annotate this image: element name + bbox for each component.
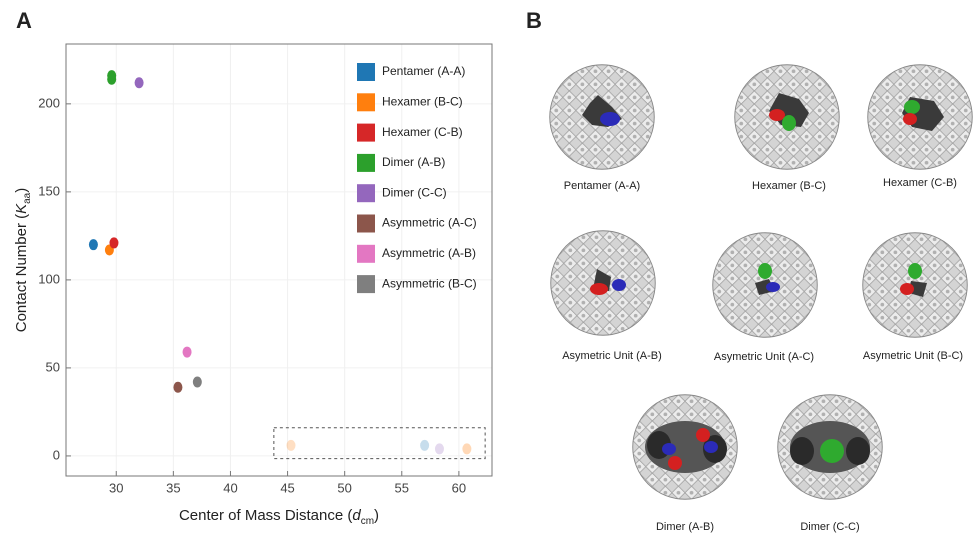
label-part: Contact Number ( xyxy=(13,214,30,332)
legend-swatch xyxy=(357,63,375,81)
legend-swatch xyxy=(357,153,375,172)
image-label: Hexamer (C-B) xyxy=(883,177,957,189)
legend-label: Dimer (C-C) xyxy=(382,185,447,199)
capsid xyxy=(862,232,968,338)
plot-area: 30 35 40 45 50 55 60 0 50 100 150 200 Pentamer (A-A)… xyxy=(13,43,493,527)
legend-swatch xyxy=(357,123,375,142)
legend-swatch xyxy=(357,93,375,112)
image-label: Asymetric Unit (A-B) xyxy=(562,350,662,362)
capsid xyxy=(777,394,883,500)
legend-swatch xyxy=(357,214,375,233)
capsid xyxy=(712,232,818,338)
data-point xyxy=(434,443,444,455)
y-tick-label: 150 xyxy=(38,183,60,198)
y-tick-label: 100 xyxy=(38,271,60,286)
capsid xyxy=(632,394,738,500)
capsid xyxy=(734,64,840,170)
data-point xyxy=(134,77,144,89)
highlight-box xyxy=(273,427,486,460)
data-point xyxy=(462,443,472,455)
label-part: ) xyxy=(13,188,30,193)
data-point xyxy=(88,239,98,251)
label-part: d xyxy=(352,507,361,524)
label-part: aa xyxy=(22,192,33,204)
label-part: ) xyxy=(374,507,379,524)
label-part: Center of Mass Distance ( xyxy=(179,507,352,524)
legend-label: Asymmetric (A-C) xyxy=(382,216,477,230)
x-tick-label: 45 xyxy=(280,480,294,495)
y-tick-label: 50 xyxy=(46,359,60,374)
image-label: Dimer (A-B) xyxy=(656,521,714,533)
legend-label: Hexamer (C-B) xyxy=(382,125,463,139)
image-label: Asymetric Unit (B-C) xyxy=(863,350,963,362)
y-tick-label: 0 xyxy=(53,447,60,462)
panel-label: A xyxy=(16,8,32,33)
legend-swatch xyxy=(357,184,375,203)
data-point xyxy=(192,376,202,388)
data-point xyxy=(286,439,296,451)
axes-frame xyxy=(65,43,493,477)
y-tick-label: 200 xyxy=(38,95,60,110)
image-label: Pentamer (A-A) xyxy=(564,180,640,192)
x-tick-label: 35 xyxy=(166,480,180,495)
capsid xyxy=(550,230,656,336)
data-point xyxy=(420,439,430,451)
data-point xyxy=(173,381,183,393)
image-label: Hexamer (B-C) xyxy=(752,180,826,192)
legend-label: Hexamer (B-C) xyxy=(382,94,463,108)
legend-label: Pentamer (A-A) xyxy=(382,64,465,78)
capsid-images xyxy=(549,64,973,500)
x-tick-label: 50 xyxy=(337,480,351,495)
x-tick-label: 40 xyxy=(223,480,237,495)
image-label: Dimer (C-C) xyxy=(800,521,859,533)
legend-swatch xyxy=(357,244,375,263)
label-part: K xyxy=(13,203,30,214)
legend-label: Dimer (A-B) xyxy=(382,155,445,169)
panel-label: B xyxy=(526,8,542,33)
data-point xyxy=(107,70,117,82)
x-tick-label: 30 xyxy=(109,480,123,495)
data-point xyxy=(182,346,192,358)
x-tick-label: 55 xyxy=(395,480,409,495)
y-axis-label: Contact Number (Kaa) xyxy=(13,188,33,333)
image-label: Asymetric Unit (A-C) xyxy=(714,351,814,363)
legend-label: Asymmetric (A-B) xyxy=(382,246,476,260)
x-axis-label: Center of Mass Distance (dcm) xyxy=(179,507,379,527)
legend-swatch xyxy=(357,275,375,294)
label-part: cm xyxy=(361,516,374,527)
capsid xyxy=(867,64,973,170)
data-point xyxy=(109,237,119,249)
capsid xyxy=(549,64,655,170)
x-tick-label: 60 xyxy=(452,480,466,495)
legend-label: Asymmetric (B-C) xyxy=(382,276,477,290)
